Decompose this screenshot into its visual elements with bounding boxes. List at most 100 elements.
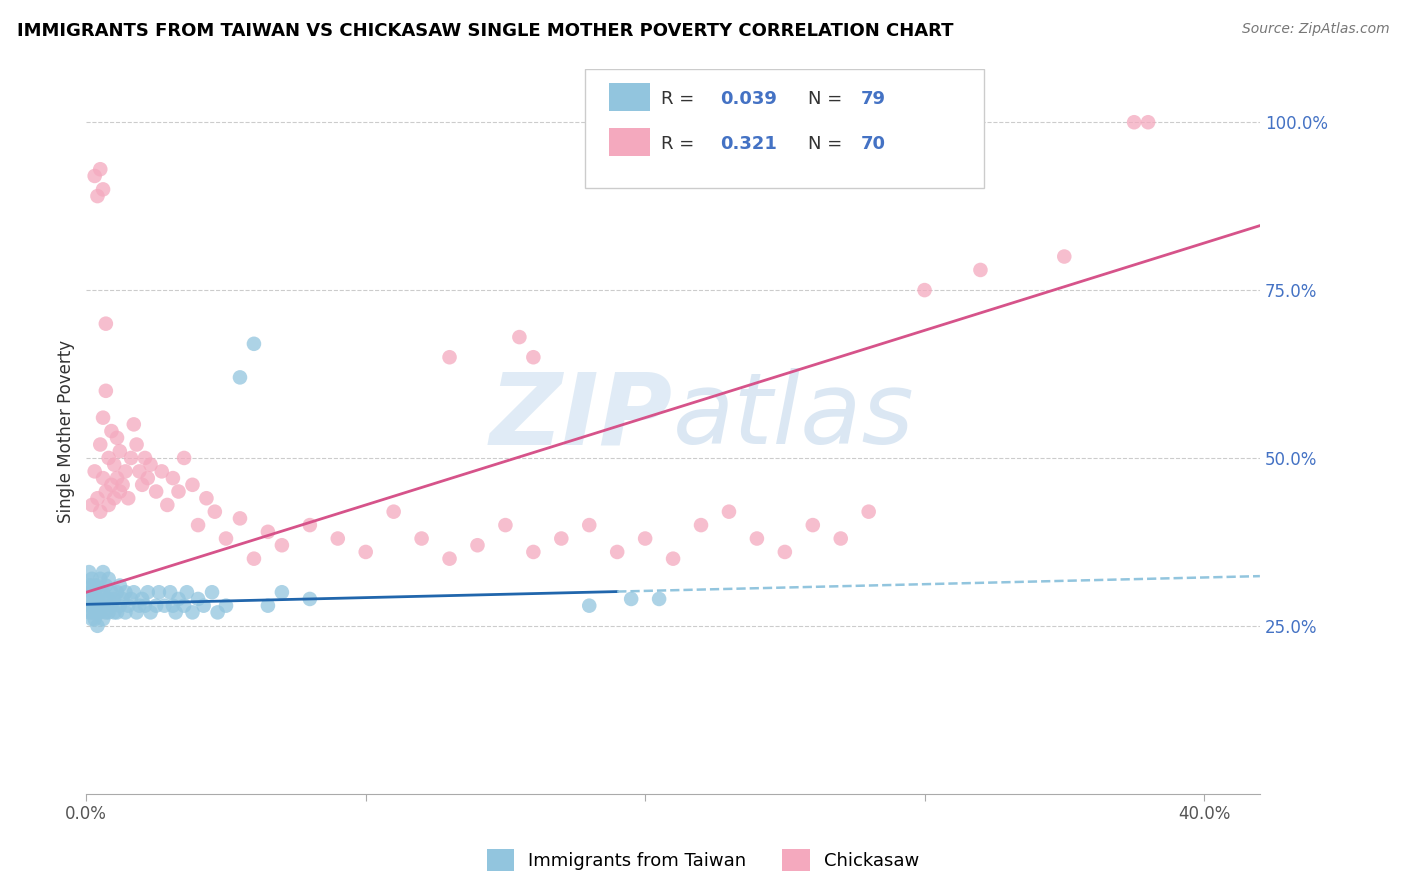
Point [606, 545, 628, 559]
Point [167, 484, 190, 499]
Point [131, 591, 153, 606]
Point [97, 591, 120, 606]
Text: R =: R = [661, 90, 700, 108]
Point [97, 606, 120, 620]
Point [86, 189, 108, 203]
Point [508, 330, 530, 344]
FancyBboxPatch shape [585, 69, 984, 188]
Point [77, 599, 100, 613]
Point [83, 606, 105, 620]
Point [193, 599, 215, 613]
Point [745, 532, 768, 546]
Point [215, 599, 238, 613]
Point [114, 464, 136, 478]
Point [105, 606, 128, 620]
Point [153, 599, 176, 613]
Point [103, 458, 125, 472]
Point [83, 599, 105, 613]
Point [83, 585, 105, 599]
Legend: Immigrants from Taiwan, Chickasaw: Immigrants from Taiwan, Chickasaw [479, 842, 927, 879]
Point [522, 350, 544, 364]
Point [80, 612, 103, 626]
Point [100, 478, 122, 492]
Point [181, 478, 204, 492]
Point [105, 471, 128, 485]
Point [467, 538, 489, 552]
Point [83, 578, 105, 592]
Point [108, 484, 131, 499]
Text: N =: N = [808, 90, 848, 108]
Point [111, 478, 134, 492]
Point [89, 585, 111, 599]
Point [94, 591, 117, 606]
Point [773, 545, 796, 559]
Text: Source: ZipAtlas.com: Source: ZipAtlas.com [1241, 22, 1389, 37]
Point [103, 591, 125, 606]
Y-axis label: Single Mother Poverty: Single Mother Poverty [58, 340, 75, 523]
Point [91, 565, 114, 579]
Point [969, 263, 991, 277]
Text: IMMIGRANTS FROM TAIWAN VS CHICKASAW SINGLE MOTHER POVERTY CORRELATION CHART: IMMIGRANTS FROM TAIWAN VS CHICKASAW SING… [17, 22, 953, 40]
Point [439, 350, 461, 364]
Point [187, 591, 209, 606]
Point [83, 591, 105, 606]
Point [94, 606, 117, 620]
Point [1123, 115, 1146, 129]
Point [83, 464, 105, 478]
Point [156, 498, 179, 512]
Point [91, 471, 114, 485]
Point [662, 551, 685, 566]
Point [108, 444, 131, 458]
Point [103, 606, 125, 620]
Point [139, 458, 162, 472]
Point [270, 585, 292, 599]
Point [80, 572, 103, 586]
Point [97, 498, 120, 512]
Point [494, 518, 516, 533]
Point [1137, 115, 1160, 129]
Point [86, 606, 108, 620]
Point [108, 578, 131, 592]
Text: 0.039: 0.039 [720, 90, 778, 108]
Point [270, 538, 292, 552]
Point [858, 505, 880, 519]
Point [148, 585, 170, 599]
Point [105, 431, 128, 445]
Point [229, 511, 252, 525]
Point [122, 417, 145, 432]
Point [80, 591, 103, 606]
Point [134, 599, 156, 613]
Point [187, 518, 209, 533]
Point [145, 484, 167, 499]
FancyBboxPatch shape [609, 128, 650, 155]
Point [83, 169, 105, 183]
Point [128, 599, 150, 613]
Point [100, 599, 122, 613]
Point [522, 545, 544, 559]
Point [125, 437, 148, 451]
Point [89, 572, 111, 586]
Point [159, 585, 181, 599]
Point [145, 599, 167, 613]
Point [326, 532, 349, 546]
Point [181, 606, 204, 620]
Text: ZIP: ZIP [491, 368, 673, 465]
Point [690, 518, 713, 533]
Point [111, 591, 134, 606]
Point [382, 505, 405, 519]
Point [83, 612, 105, 626]
Point [634, 532, 657, 546]
Point [89, 599, 111, 613]
Point [105, 585, 128, 599]
Point [91, 612, 114, 626]
Point [578, 599, 600, 613]
Point [77, 578, 100, 592]
Point [117, 599, 139, 613]
Text: N =: N = [808, 136, 848, 153]
Point [80, 498, 103, 512]
FancyBboxPatch shape [609, 83, 650, 111]
Point [167, 591, 190, 606]
Text: 79: 79 [860, 90, 886, 108]
Point [80, 578, 103, 592]
Point [89, 437, 111, 451]
